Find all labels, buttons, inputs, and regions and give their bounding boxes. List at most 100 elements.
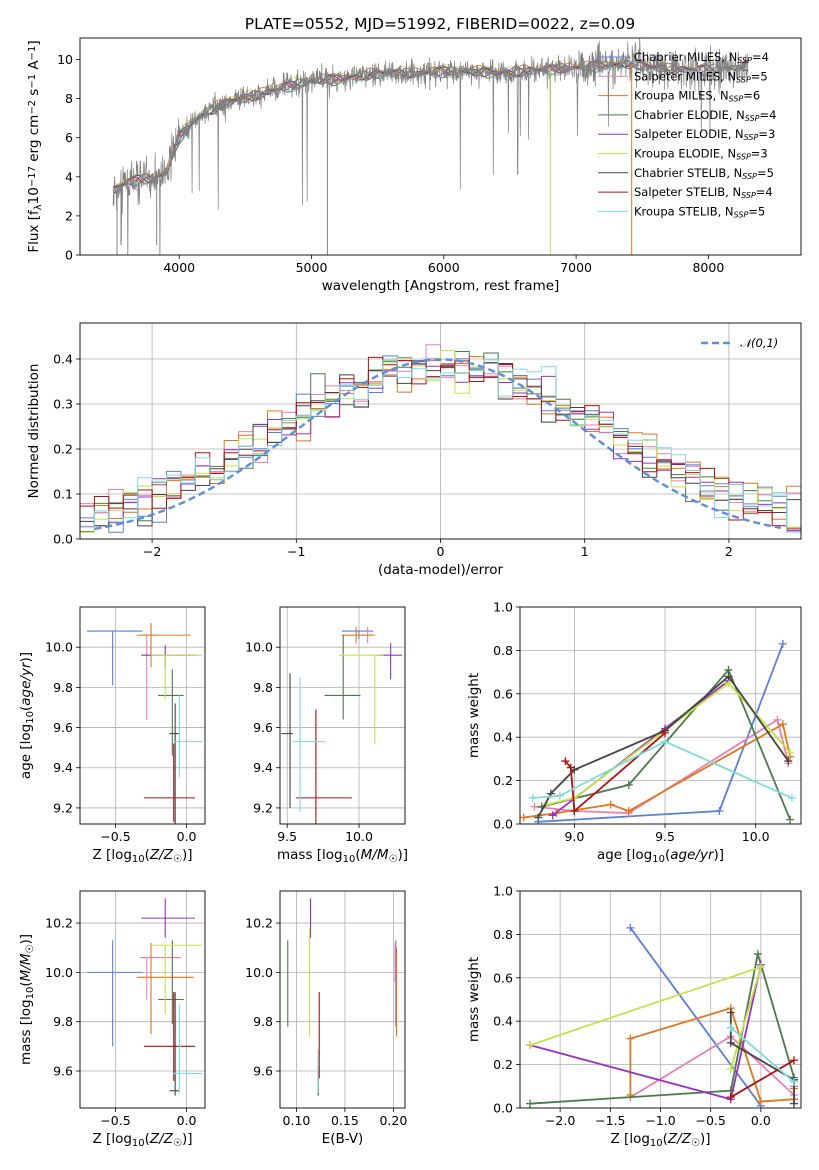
panel-weight_vs_age: 9.0 9.5 10.0 0.0 0.2 0.4 0.6 0.8 1.0 age [log10(a… — [466, 600, 802, 865]
plot-area — [80, 891, 205, 1108]
y-axis-label-part: λ — [33, 204, 44, 210]
y-tick-label: 0.8 — [493, 643, 513, 658]
x-axis-label: wavelength [Angstrom, rest frame] — [322, 278, 560, 294]
y-axis-label-part: erg cm — [26, 115, 42, 166]
x-axis-label: mass [log10(M/M☉)] — [277, 847, 408, 865]
y-tick-label: 10.0 — [245, 965, 273, 980]
legend: 𝒩(0,1) — [701, 336, 778, 350]
panel-spectrum: 4000 5000 6000 7000 8000 0 2 4 6 8 10 wavelength [A… — [26, 37, 802, 294]
x-axis-label-part: wavelength [Angstrom, rest frame] — [322, 278, 560, 294]
x-tick-label: 0.15 — [331, 1113, 359, 1128]
y-tick-label: 9.6 — [53, 720, 73, 735]
y-tick-label: 1.0 — [493, 600, 513, 615]
legend-label-5: Kroupa ELODIE, NSSP=3 — [634, 147, 768, 162]
plot-area — [280, 891, 405, 1108]
x-axis-label-part: log — [322, 847, 343, 863]
y-tick-label: 1.0 — [493, 884, 513, 899]
legend-label-1: Salpeter MILES, NSSP=5 — [634, 69, 768, 84]
x-axis-label-part: ( — [355, 847, 360, 863]
x-axis-label-part: Z [ — [93, 1131, 112, 1147]
x-tick-label: −0.5 — [695, 1113, 725, 1128]
x-axis-label-part: age/yr — [670, 847, 715, 863]
weight-marker — [566, 763, 575, 772]
y-tick-label: 9.6 — [53, 1064, 73, 1079]
legend-text: Salpeter STELIB, N — [634, 185, 741, 199]
y-axis-label-part: log — [18, 999, 34, 1020]
x-axis-label-part: )] — [182, 847, 193, 863]
legend-text: =5 — [751, 69, 768, 83]
x-tick-label: 9.5 — [655, 829, 675, 844]
x-tick-label: 0.10 — [283, 1113, 311, 1128]
x-axis-label-part: Z/Z — [667, 1131, 692, 1147]
y-tick-label: 0.4 — [493, 1014, 513, 1029]
y-tick-label: 0.0 — [493, 1101, 513, 1116]
y-tick-label: 0.0 — [53, 532, 73, 547]
x-tick-label: −2 — [143, 544, 161, 559]
y-tick-label: 0.2 — [493, 1057, 513, 1072]
legend-sub: SSP — [737, 56, 752, 65]
y-axis-label-part: ☉ — [25, 945, 36, 954]
x-tick-label: 0 — [437, 544, 445, 559]
y-axis-label: mass weight — [466, 673, 482, 758]
weight-marker — [726, 1064, 735, 1073]
x-axis-label: Z [log10(Z/Z☉)] — [93, 1131, 193, 1149]
y-axis-label-part: A — [26, 60, 42, 74]
weight-line-2 — [629, 1007, 795, 1103]
legend-text: =5 — [748, 204, 765, 218]
axes-frame — [79, 322, 802, 540]
y-axis-label-part: −17 — [27, 166, 38, 187]
weight-marker — [784, 757, 793, 766]
plot-area — [80, 323, 801, 539]
y-tick-label: 0.4 — [53, 352, 73, 367]
y-axis-label-part: ( — [18, 706, 34, 711]
x-tick-label: 8000 — [692, 260, 724, 275]
x-axis-label-part: ( — [145, 1131, 150, 1147]
legend-sub: SSP — [742, 172, 757, 181]
x-axis-label-part: 10 — [650, 1138, 663, 1149]
legend-sub: SSP — [744, 133, 759, 142]
y-axis-label-part: )] — [18, 934, 34, 945]
legend-sub: SSP — [729, 95, 744, 104]
y-tick-label: 9.8 — [53, 1014, 73, 1029]
y-tick-label: 10.2 — [245, 916, 273, 931]
panel-weight_vs_Z: −2.0 −1.5 −1.0 −0.5 0.0 0.0 0.2 0.4 0.6 0.8 1.0 Z [… — [466, 884, 802, 1149]
y-axis-label-part: age/yr — [18, 661, 34, 706]
legend-sub: SSP — [741, 191, 756, 200]
y-axis-label-part: −2 — [27, 100, 38, 115]
x-axis-label-part: Z [ — [93, 847, 112, 863]
weight-marker — [778, 639, 787, 648]
legend-text: Kroupa ELODIE, N — [634, 147, 736, 161]
histogram-step-8 — [80, 359, 801, 539]
x-axis-label-part: 10 — [652, 854, 665, 865]
x-tick-label: 4000 — [163, 260, 195, 275]
legend-label-8: Kroupa STELIB, NSSP=5 — [634, 204, 765, 219]
legend-text: =4 — [752, 50, 769, 64]
weight-marker — [520, 813, 528, 822]
y-axis-label-part: 10 — [25, 987, 36, 1000]
legend-sub: SSP — [736, 75, 751, 84]
weight-line-3 — [541, 668, 791, 821]
y-axis-label-part: log — [18, 724, 34, 745]
y-axis-label-part: −1 — [27, 46, 38, 61]
y-tick-label: 9.6 — [253, 1064, 273, 1079]
weight-line-1 — [629, 1035, 795, 1098]
x-axis-label-part: ( — [665, 847, 670, 863]
weight-marker — [626, 1034, 635, 1043]
weight-marker — [624, 806, 633, 815]
legend-text: Chabrier MILES, N — [634, 50, 737, 64]
legend-text: Chabrier ELODIE, N — [634, 108, 745, 122]
legend-text: Kroupa STELIB, N — [634, 204, 734, 218]
panel-age_vs_mass: 9.5 10.0 9.2 9.4 9.6 9.8 10.0 mass [log10(M/M☉)… — [245, 606, 408, 865]
plot-area — [80, 607, 205, 824]
x-axis-label-part: Z/Z — [149, 847, 174, 863]
y-tick-label: 8 — [65, 91, 73, 106]
x-axis-label: age [log10(age/yr)] — [597, 847, 724, 865]
x-axis-label-part: log — [111, 847, 132, 863]
x-axis-label-part: )] — [700, 1131, 711, 1147]
y-axis-label: mass weight — [466, 957, 482, 1042]
x-axis-label: Z [log10(Z/Z☉)] — [611, 1131, 711, 1149]
x-tick-label: 5000 — [296, 260, 328, 275]
weight-marker — [726, 1038, 735, 1047]
y-axis-label-part: ( — [18, 981, 34, 986]
